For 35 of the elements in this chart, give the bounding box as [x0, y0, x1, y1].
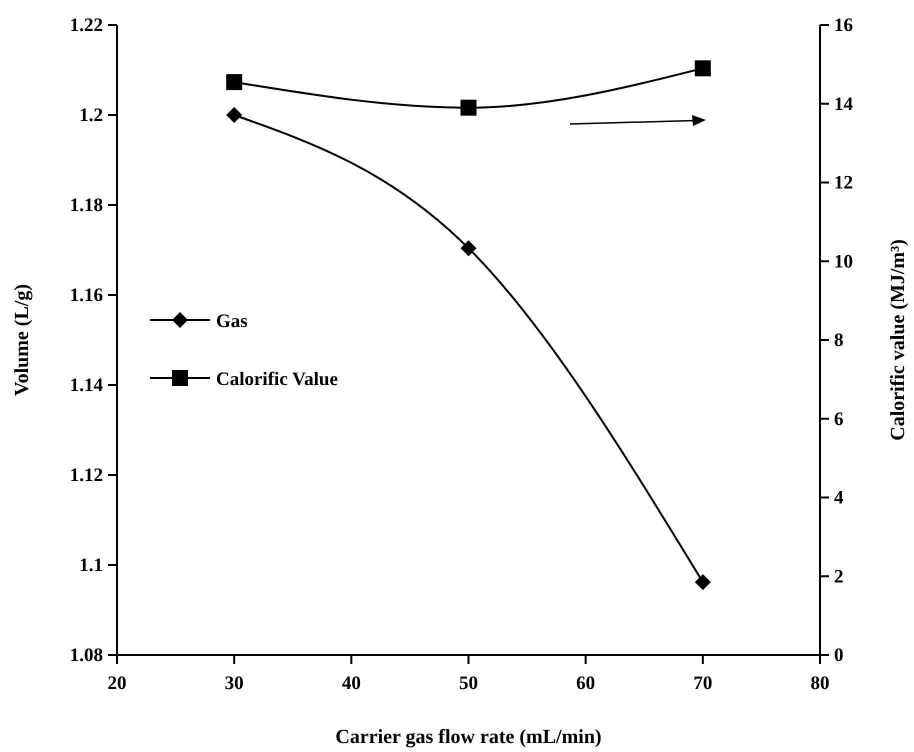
- x-tick-label: 70: [693, 673, 712, 694]
- y-tick-label: 1.22: [70, 15, 103, 36]
- point: [694, 60, 711, 76]
- x-tick-label: 50: [459, 673, 478, 694]
- point: [226, 74, 242, 90]
- point: [460, 100, 476, 116]
- y2-tick-label: 14: [834, 94, 854, 115]
- y2-tick-label: 4: [834, 488, 844, 508]
- y2-axis-title: Calorific value (MJ/m³): [887, 239, 909, 441]
- y2-tick-label: 10: [834, 251, 853, 272]
- y-tick-label: 1.1: [79, 555, 103, 576]
- y-tick-label: 1.18: [70, 195, 103, 216]
- y2-tick-label: 12: [834, 172, 853, 194]
- y2-tick-label: 8: [834, 330, 844, 351]
- x-tick-label: 30: [224, 673, 244, 694]
- y-tick-label: 1.08: [70, 645, 103, 666]
- y-tick-label: 1.14: [70, 375, 104, 396]
- x-axis-title: Carrier gas flow rate (mL/min): [335, 726, 602, 748]
- point: [460, 240, 476, 256]
- point: [226, 107, 242, 123]
- x-tick-label: 40: [342, 673, 361, 694]
- y-axis-title: Volume (L/g): [11, 284, 33, 396]
- y2-tick-label: 6: [834, 408, 844, 430]
- point: [694, 574, 711, 590]
- y2-tick-label: 16: [834, 15, 853, 36]
- y-tick-label: 1.2: [79, 105, 103, 126]
- legend-label: Calorific Value: [216, 369, 338, 390]
- x-tick-label: 20: [108, 673, 126, 694]
- x-tick-label: 80: [810, 673, 830, 694]
- y2-tick-label: 0: [834, 645, 844, 666]
- y2-tick-label: 2: [834, 566, 844, 588]
- legend-label: Gas: [216, 311, 248, 332]
- y-tick-label: 1.12: [70, 465, 103, 486]
- x-tick-label: 60: [576, 673, 596, 694]
- y-tick-label: 1.16: [70, 285, 103, 306]
